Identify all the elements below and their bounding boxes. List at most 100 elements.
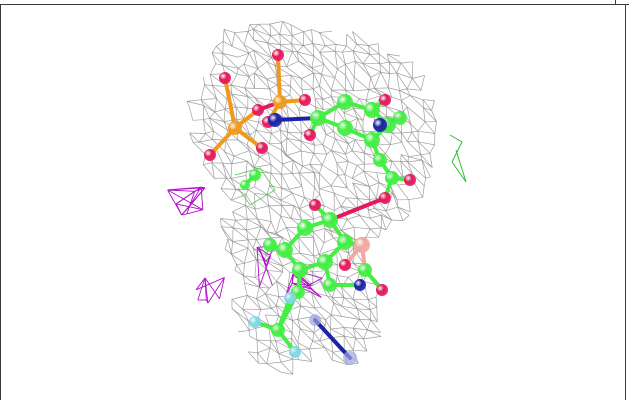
mesh-line — [209, 118, 214, 132]
mesh-line — [255, 130, 270, 144]
mesh-line — [231, 160, 248, 165]
mesh-line — [253, 23, 260, 30]
mesh-line — [289, 305, 301, 311]
mesh-line — [236, 264, 244, 276]
mesh-line — [303, 31, 314, 44]
mesh-line — [282, 21, 292, 26]
mesh-line — [365, 89, 370, 101]
difference-mesh-line — [181, 187, 206, 216]
mesh-line — [381, 227, 387, 231]
difference-mesh-line — [292, 282, 313, 291]
mesh-line — [387, 53, 400, 57]
mesh-line — [369, 182, 380, 187]
mesh-line — [408, 196, 423, 201]
mesh-line — [203, 119, 206, 134]
mesh-line — [233, 150, 250, 157]
mesh-line — [292, 318, 298, 321]
mesh-line — [300, 328, 315, 333]
mesh-line — [212, 85, 217, 99]
mesh-line — [319, 32, 326, 46]
mesh-line — [357, 308, 371, 310]
atom-o — [379, 94, 391, 106]
mesh-line — [312, 332, 315, 342]
mesh-line — [258, 286, 266, 294]
mesh-line — [348, 139, 356, 144]
mesh-line — [369, 309, 378, 322]
mesh-line — [266, 231, 272, 239]
mesh-line — [297, 318, 315, 333]
mesh-line — [288, 189, 293, 194]
difference-mesh-line — [197, 277, 206, 301]
atom-o — [304, 129, 316, 141]
mesh-line — [230, 84, 249, 97]
mesh-line — [412, 75, 425, 79]
mesh-line — [223, 28, 235, 34]
mesh-line — [230, 163, 233, 179]
mesh-line — [352, 319, 360, 329]
mesh-line — [370, 228, 380, 238]
mesh-line — [233, 155, 248, 162]
mesh-line — [301, 78, 314, 90]
mesh-line — [313, 254, 320, 257]
mesh-line — [192, 119, 204, 121]
mesh-line — [376, 307, 378, 322]
mesh-line — [243, 282, 248, 296]
mesh-line — [243, 53, 250, 65]
mesh-line — [211, 52, 217, 64]
mesh-line — [231, 84, 245, 89]
mesh-line — [253, 39, 272, 59]
mesh-line — [343, 108, 354, 114]
mesh-line — [311, 56, 315, 68]
mesh-line — [233, 227, 247, 231]
mesh-line — [420, 154, 423, 161]
mesh-line — [227, 238, 233, 242]
mesh-line — [312, 85, 320, 90]
mesh-line — [353, 226, 371, 230]
difference-mesh-line — [175, 190, 195, 205]
mesh-line — [345, 150, 353, 155]
mesh-line — [331, 138, 336, 151]
mesh-line — [331, 297, 335, 304]
mesh-line — [363, 170, 377, 174]
mesh-line — [266, 185, 270, 195]
mesh-line — [297, 305, 302, 320]
mesh-line — [352, 43, 357, 52]
mesh-line — [222, 162, 232, 165]
mesh-line — [282, 160, 294, 165]
mesh-line — [266, 78, 271, 90]
difference-mesh-line — [167, 189, 195, 192]
mesh-line — [314, 307, 326, 320]
mesh-line — [299, 252, 314, 257]
mesh-line — [370, 71, 381, 78]
mesh-line — [270, 33, 280, 37]
mesh-line — [399, 90, 411, 96]
mesh-line — [345, 89, 354, 92]
mesh-line — [254, 193, 269, 207]
mesh-line — [281, 174, 290, 190]
mesh-line — [275, 233, 293, 244]
mesh-line — [265, 287, 270, 294]
mesh-line — [291, 35, 293, 44]
mesh-line — [254, 209, 258, 219]
mesh-line — [376, 172, 380, 183]
mesh-line — [211, 162, 227, 179]
mesh-line — [249, 335, 258, 341]
mesh-line — [269, 24, 272, 36]
mesh-line — [408, 154, 421, 158]
mesh-line — [386, 53, 390, 63]
mesh-line — [268, 205, 272, 222]
atom-n — [343, 351, 357, 365]
mesh-line — [247, 247, 257, 260]
mesh-line — [409, 95, 424, 108]
mesh-line — [291, 218, 302, 221]
mesh-line — [280, 216, 287, 228]
mesh-line — [266, 231, 283, 238]
mesh-line — [286, 132, 288, 139]
mesh-line — [290, 75, 292, 87]
mesh-line — [319, 337, 332, 342]
mesh-line — [297, 51, 315, 57]
mesh-line — [258, 23, 272, 37]
mesh-line — [275, 305, 280, 316]
mesh-line — [370, 77, 375, 89]
